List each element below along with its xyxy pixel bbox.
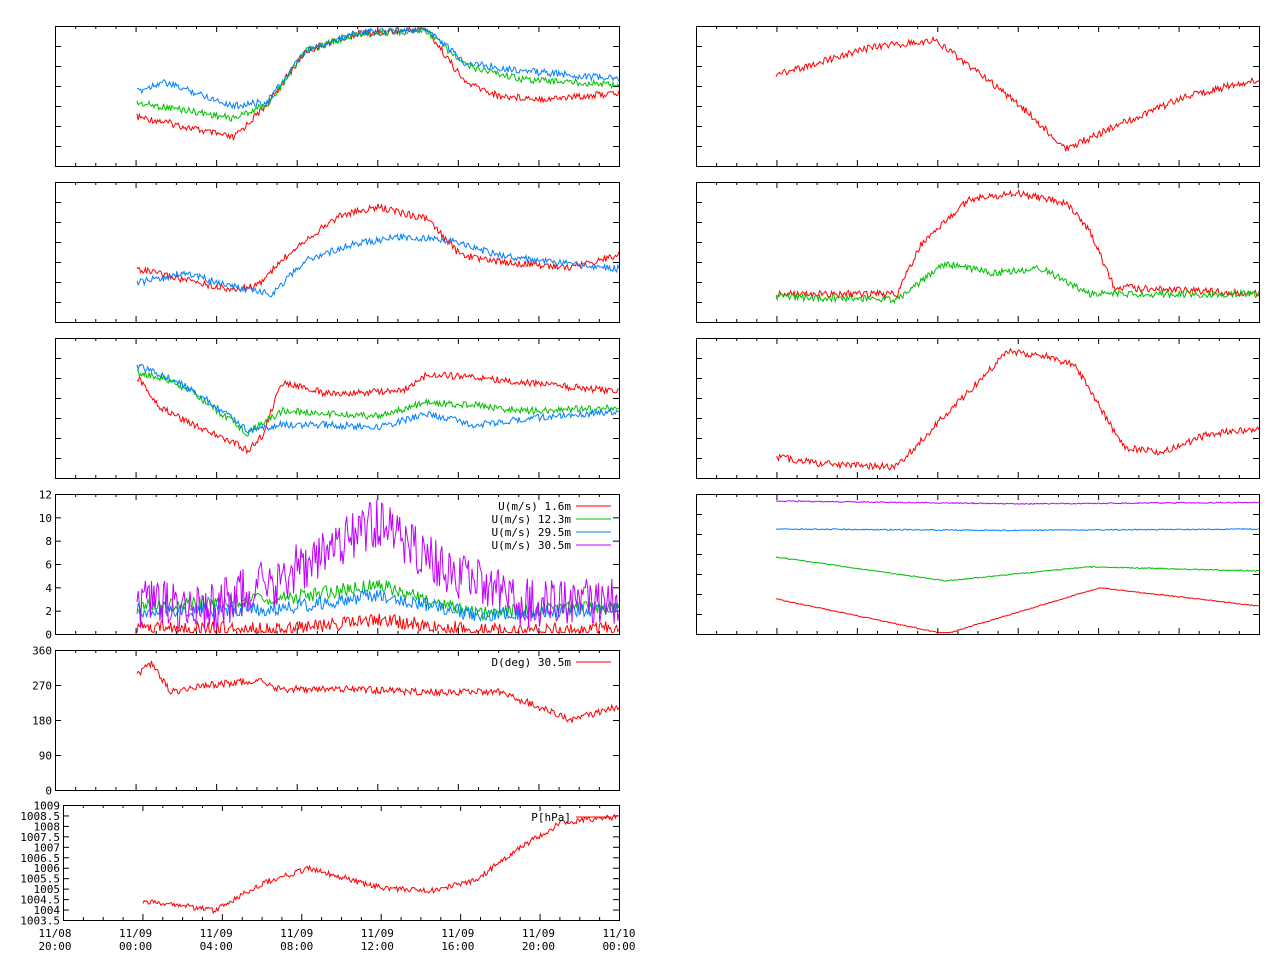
y-tick-label: 1004.5 [20,894,60,907]
y-tick-label: 1008 [34,820,61,833]
plot-frame-p3 [55,338,620,479]
series-line-p6-0 [142,813,619,915]
y-tick-label: 0 [45,785,52,798]
x-tick-label-time: 08:00 [280,940,313,953]
y-tick-label: 1006 [34,862,61,875]
x-tick-label-time: 00:00 [602,940,635,953]
plot-frame-p5 [55,650,620,791]
y-tick-label: 1004 [34,904,61,917]
x-tick-label-date: 11/08 [38,927,71,940]
series-line-p2-1 [136,232,620,298]
series-line-p4-3 [136,499,620,630]
y-tick-label: 4 [45,582,52,595]
y-tick-label: 12 [39,489,52,502]
x-tick-label-time: 00:00 [119,940,152,953]
series-line-p10-2 [775,556,1259,582]
y-tick-label: 1009 [34,800,61,813]
y-tick-label: 1008.5 [20,810,60,823]
legend-label: U(m/s) 29.5m [492,526,572,539]
x-tick-label-date: 11/10 [602,927,635,940]
x-tick-label-date: 11/09 [522,927,555,940]
y-tick-label: 90 [39,750,52,763]
plot-frame-p10 [696,494,1260,635]
legend-label: P[hPa] [531,811,571,824]
x-tick-label-time: 20:00 [38,940,71,953]
y-tick-label: 10 [39,512,52,525]
y-tick-label: 270 [32,680,52,693]
y-tick-label: 1007 [34,841,61,854]
legend-label: U(m/s) 1.6m [498,500,571,513]
plot-frame-p7 [696,26,1260,167]
x-tick-label-date: 11/09 [280,927,313,940]
series-line-p10-1 [775,528,1260,532]
x-tick-label-date: 11/09 [119,927,152,940]
series-line-p7-0 [775,35,1260,152]
series-line-p8-1 [775,260,1260,304]
plot-frame-p1 [55,26,620,167]
series-line-p3-1 [136,369,620,437]
series-line-p8-0 [775,188,1260,299]
y-tick-label: 2 [45,605,52,618]
legend-label: D(deg) 30.5m [492,656,572,669]
y-tick-label: 360 [32,645,52,658]
x-tick-label-time: 16:00 [441,940,474,953]
y-tick-label: 8 [45,535,52,548]
series-line-p2-0 [136,203,620,293]
series-line-p3-2 [136,363,620,435]
series-line-p1-1 [136,27,620,123]
plot-frame-p2 [55,182,620,323]
y-tick-label: 1006.5 [20,852,60,865]
y-tick-label: 1005.5 [20,873,60,886]
series-line-p1-2 [136,25,620,111]
y-tick-label: 180 [32,715,52,728]
y-tick-label: 1003.5 [20,915,60,928]
x-tick-label-date: 11/09 [361,927,394,940]
series-line-p3-0 [136,371,620,455]
series-line-p10-3 [775,587,1260,634]
y-tick-label: 0 [45,629,52,642]
y-tick-label: 1007.5 [20,831,60,844]
legend-label: U(m/s) 12.3m [492,513,572,526]
series-line-p10-0 [775,500,1260,505]
x-tick-label-time: 20:00 [522,940,555,953]
plot-frame-p8 [696,182,1260,323]
x-tick-label-date: 11/09 [441,927,474,940]
legend-label: U(m/s) 30.5m [492,539,572,552]
series-line-p9-0 [775,347,1260,471]
series-line-p1-0 [136,26,620,142]
x-tick-label-time: 04:00 [200,940,233,953]
x-tick-label-time: 12:00 [361,940,394,953]
y-tick-label: 6 [45,559,52,572]
y-tick-label: 1005 [34,883,61,896]
x-tick-label-date: 11/09 [200,927,233,940]
series-line-p5-0 [136,660,620,723]
